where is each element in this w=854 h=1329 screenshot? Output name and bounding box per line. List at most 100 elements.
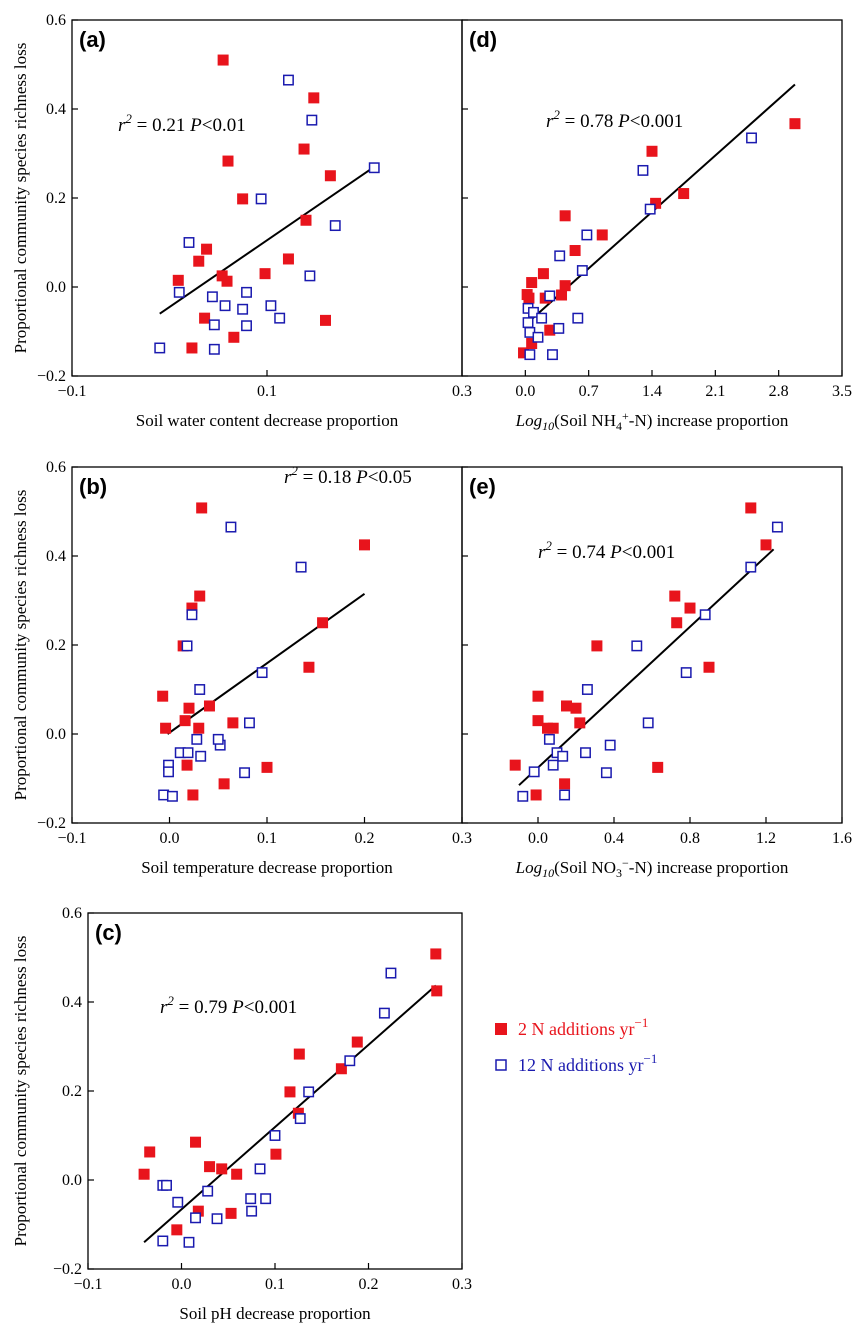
- point-2n-d: [556, 289, 568, 301]
- panel-label-b: (b): [79, 474, 107, 499]
- point-2n-b: [196, 502, 208, 514]
- point-2n-c: [335, 1063, 347, 1075]
- point-12n-c: [211, 1213, 223, 1225]
- point-2n-d: [569, 245, 581, 257]
- stat-label-d: r2 = 0.78 P<0.001: [546, 107, 683, 132]
- point-2n-b: [359, 539, 370, 551]
- panel-label-c: (c): [95, 920, 122, 945]
- point-12n-b: [239, 767, 251, 779]
- point-2n-d: [523, 292, 535, 304]
- panel-e: 0.0 0.4 0.8 1.2 1.6 Log10(Soil NO3−-N) increa…: [461, 466, 852, 880]
- point-12n-e: [543, 733, 555, 745]
- point-2n-e: [574, 717, 586, 729]
- fit-line-a: [159, 166, 375, 315]
- point-2n-d: [526, 277, 538, 289]
- point-12n-d: [544, 290, 556, 302]
- point-12n-b: [182, 747, 194, 759]
- point-12n-c: [246, 1205, 258, 1217]
- point-2n-b: [218, 778, 230, 790]
- x-tick-label-e: 1.2: [756, 830, 776, 847]
- point-12n-a: [283, 74, 294, 86]
- y-tick-label-b: 0.2: [46, 637, 66, 654]
- point-2n-a: [222, 155, 234, 167]
- point-12n-a: [265, 300, 277, 312]
- point-12n-d: [536, 312, 548, 324]
- x-tick-label-c: −0.1: [73, 1276, 102, 1293]
- point-2n-c: [216, 1163, 228, 1175]
- point-2n-a: [199, 312, 211, 324]
- point-2n-b: [186, 602, 198, 614]
- y-tick-label-a: 0.2: [46, 190, 66, 207]
- point-2n-e: [760, 539, 772, 551]
- point-2n-d: [526, 338, 538, 350]
- panel-b: −0.1 0.0 0.1 0.2 0.3 −0.2 0.0 0.2 0.4 0.6 Soil tem…: [11, 459, 472, 877]
- point-2n-d: [789, 118, 801, 130]
- point-12n-c: [190, 1212, 201, 1224]
- point-12n-c: [260, 1193, 272, 1205]
- y-tick-label-b: 0.4: [46, 548, 66, 565]
- legend-marker-2n: [495, 1023, 507, 1035]
- point-2n-c: [293, 1048, 305, 1060]
- point-2n-b: [203, 700, 215, 712]
- point-2n-e: [652, 761, 664, 773]
- x-tick-label-b: 0.0: [160, 830, 180, 847]
- y-tick-label-c: 0.2: [62, 1083, 82, 1100]
- point-2n-a: [217, 54, 229, 66]
- point-2n-d: [559, 210, 571, 222]
- point-12n-d: [581, 229, 593, 241]
- point-12n-c: [183, 1236, 195, 1248]
- point-2n-e: [532, 715, 544, 727]
- plot-frame-c: [87, 912, 463, 1270]
- point-2n-a: [237, 193, 249, 205]
- point-12n-b: [212, 733, 224, 745]
- point-2n-d: [518, 347, 530, 359]
- x-tick-label-e: 0.4: [604, 830, 624, 847]
- point-12n-c: [172, 1196, 184, 1208]
- point-12n-e: [557, 750, 569, 762]
- point-2n-d: [559, 280, 571, 292]
- point-12n-a: [274, 312, 286, 324]
- x-tick-label-d: 2.1: [705, 383, 725, 400]
- point-2n-c: [231, 1168, 243, 1180]
- point-12n-a: [255, 193, 267, 205]
- x-tick-label-a: 0.1: [257, 383, 277, 400]
- x-tick-label-e: 0.0: [528, 830, 548, 847]
- point-2n-e: [570, 702, 582, 714]
- point-2n-b: [227, 717, 239, 729]
- point-12n-e: [642, 717, 654, 729]
- fit-line-b: [166, 593, 366, 735]
- point-12n-c: [385, 967, 397, 979]
- x-tick-label-d: 2.8: [769, 383, 789, 400]
- point-12n-e: [580, 747, 591, 759]
- point-12n-d: [524, 349, 536, 361]
- point-2n-e: [559, 778, 571, 790]
- point-12n-b: [256, 667, 268, 679]
- point-12n-a: [241, 286, 252, 298]
- point-2n-c: [431, 985, 443, 997]
- x-tick-label-e: 0.8: [680, 830, 700, 847]
- point-2n-c: [138, 1168, 150, 1180]
- point-2n-c: [144, 1146, 156, 1158]
- point-2n-a: [308, 92, 320, 104]
- point-2n-a: [320, 314, 331, 326]
- point-2n-c: [192, 1205, 204, 1217]
- point-12n-d: [522, 317, 534, 329]
- point-2n-e: [671, 617, 683, 629]
- point-12n-b: [191, 733, 203, 745]
- point-12n-a: [306, 114, 318, 126]
- point-2n-a: [201, 243, 213, 255]
- y-tick-label-a: 0.0: [46, 279, 66, 296]
- point-12n-c: [269, 1130, 281, 1141]
- x-tick-label-c: 0.0: [172, 1276, 192, 1293]
- point-12n-d: [554, 250, 566, 262]
- point-12n-e: [631, 640, 643, 652]
- point-12n-d: [553, 322, 565, 334]
- point-12n-b: [163, 766, 174, 778]
- legend-marker-12n: [495, 1059, 507, 1071]
- point-2n-b: [181, 759, 193, 771]
- point-2n-b: [160, 722, 172, 734]
- x-axis-title-c: Soil pH decrease proportion: [179, 1304, 371, 1323]
- panel-a: −0.1 0.1 0.3 −0.2 0.0 0.2 0.4 0.6 Soil water con…: [11, 12, 472, 430]
- point-2n-a: [324, 170, 336, 182]
